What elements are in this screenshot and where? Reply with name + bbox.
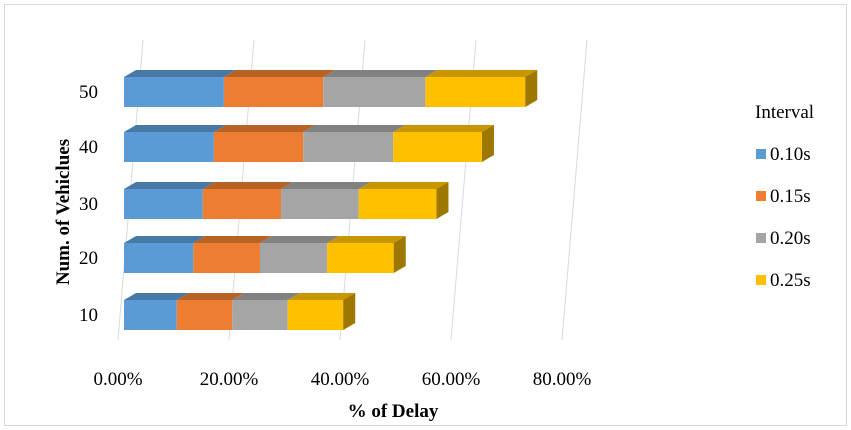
bar-segment — [124, 182, 215, 219]
legend-title: Interval — [755, 102, 814, 123]
bar-top-face — [223, 70, 336, 77]
bar-front-face — [281, 189, 359, 219]
x-tick-labels: 0.00% 20.00% 40.00% 60.00% 80.00% — [93, 369, 591, 390]
bar-top-face — [358, 182, 449, 189]
bar-top-face — [232, 293, 300, 300]
bar-front-face — [393, 132, 482, 162]
bar-segment — [358, 182, 449, 219]
bar-front-face — [303, 132, 394, 162]
y-tick-label: 10 — [79, 305, 98, 326]
bar-front-face — [327, 243, 394, 273]
bar-front-face — [358, 189, 437, 219]
y-tick-labels: 10 20 30 40 50 — [79, 82, 98, 326]
bar-top-face — [393, 125, 494, 132]
bar-segment — [124, 236, 206, 273]
x-tick-label: 60.00% — [422, 369, 481, 390]
bar-top-face — [287, 293, 356, 300]
bar-segment — [281, 182, 371, 219]
bar-segment — [287, 293, 356, 330]
bar-top-face — [327, 236, 406, 243]
bar-front-face — [259, 243, 328, 273]
x-tick-label: 20.00% — [200, 369, 259, 390]
y-axis-title: Num. of Vehiclues — [53, 139, 74, 285]
bar-segment — [124, 293, 189, 330]
bar-segment — [327, 236, 406, 273]
bar-end-face — [393, 236, 406, 273]
bar-segment — [124, 125, 226, 162]
legend-swatch — [756, 275, 766, 285]
bar-front-face — [425, 77, 526, 107]
x-tick-label: 0.00% — [93, 369, 142, 390]
bar-segment — [232, 293, 300, 330]
bar-top-face — [303, 125, 406, 132]
legend-label: 0.10s — [770, 144, 811, 165]
bar-top-face — [176, 293, 245, 300]
y-tick-label: 50 — [79, 82, 98, 103]
bar-end-face — [343, 293, 356, 330]
legend-label: 0.20s — [770, 228, 811, 249]
bar-top-face — [124, 182, 215, 189]
bar-front-face — [176, 300, 233, 330]
bar-segment — [259, 236, 340, 273]
y-tick-label: 30 — [79, 194, 98, 215]
bar-top-face — [281, 182, 371, 189]
x-axis-title: % of Delay — [348, 401, 439, 422]
bar-front-face — [193, 243, 260, 273]
bar-front-face — [124, 243, 194, 273]
bar-top-face — [124, 293, 189, 300]
legend: Interval 0.10s 0.15s 0.20s 0.25s — [755, 102, 814, 291]
bar-front-face — [213, 132, 304, 162]
y-tick-label: 20 — [79, 248, 98, 269]
bar-segment — [223, 70, 336, 107]
bar-segment — [202, 182, 294, 219]
legend-swatch — [756, 149, 766, 159]
bar-top-face — [323, 70, 438, 77]
bar-top-face — [425, 70, 538, 77]
legend-label: 0.25s — [770, 270, 811, 291]
bar-segment — [425, 70, 538, 107]
bar-segment — [176, 293, 245, 330]
bar-segment — [124, 70, 236, 107]
bar-front-face — [124, 77, 224, 107]
legend-label: 0.15s — [770, 186, 811, 207]
legend-swatch — [756, 191, 766, 201]
bar-front-face — [223, 77, 324, 107]
bar-front-face — [287, 300, 344, 330]
bar-front-face — [124, 132, 214, 162]
bar-top-face — [213, 125, 316, 132]
bar-top-face — [259, 236, 340, 243]
bar-front-face — [323, 77, 426, 107]
bar-segment — [323, 70, 438, 107]
y-tick-label: 40 — [79, 137, 98, 158]
bar-end-face — [525, 70, 538, 107]
bar-top-face — [124, 125, 226, 132]
x-tick-label: 40.00% — [311, 369, 370, 390]
bar-segment — [303, 125, 406, 162]
bar-top-face — [124, 236, 206, 243]
bar-top-face — [124, 70, 236, 77]
bars — [124, 70, 538, 330]
legend-swatch — [756, 233, 766, 243]
bar-front-face — [124, 189, 203, 219]
bar-end-face — [481, 125, 494, 162]
bar-front-face — [124, 300, 177, 330]
bar-top-face — [193, 236, 272, 243]
bar-end-face — [436, 182, 449, 219]
bar-front-face — [202, 189, 282, 219]
bar-front-face — [232, 300, 288, 330]
bar-segment — [393, 125, 494, 162]
bar-segment — [213, 125, 316, 162]
x-tick-label: 80.00% — [533, 369, 592, 390]
bar-top-face — [202, 182, 294, 189]
bar-segment — [193, 236, 272, 273]
gridline — [561, 39, 588, 341]
